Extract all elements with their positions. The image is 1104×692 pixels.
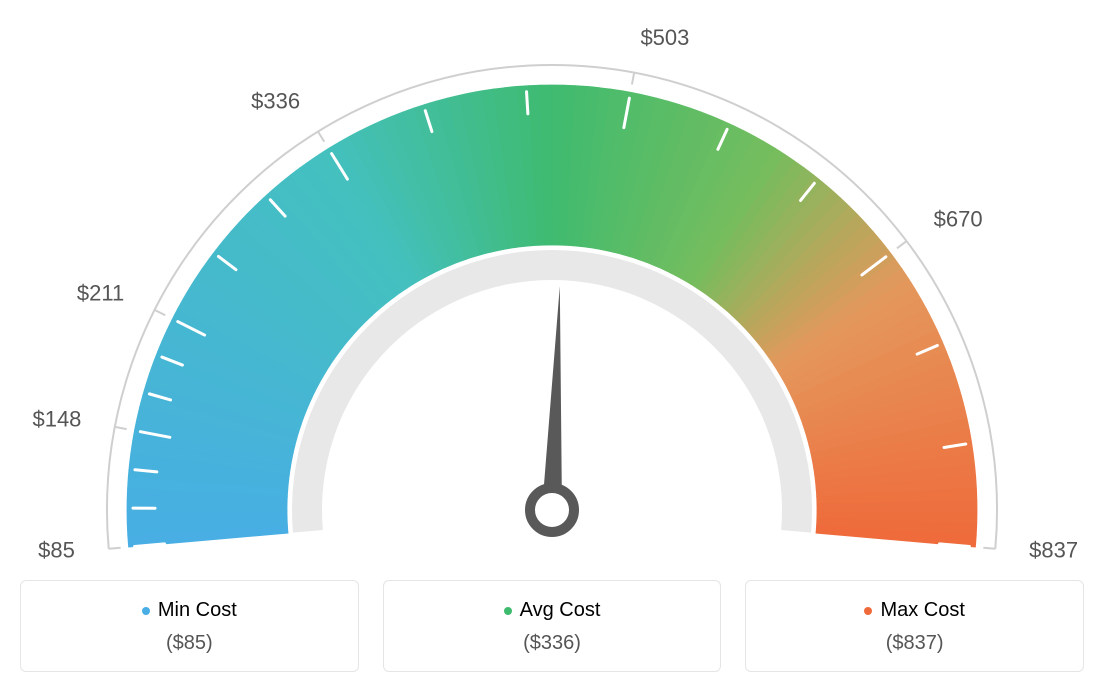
cost-gauge-chart: $85 $148 $211 $336 $503 $670 $837 Min Cost ($8…: [20, 20, 1084, 672]
legend-label-min: Min Cost: [142, 599, 237, 622]
legend-card-avg: Avg Cost ($336): [383, 580, 722, 672]
legend-row: Min Cost ($85) Avg Cost ($336) Max Cost …: [20, 580, 1084, 672]
tick-label: $837: [1029, 538, 1078, 560]
tick-label: $211: [77, 281, 124, 306]
legend-text-min: Min Cost: [158, 599, 237, 622]
legend-value-max: ($837): [756, 632, 1073, 655]
tick-label: $670: [934, 207, 983, 232]
legend-dot-avg: [504, 607, 512, 615]
legend-dot-min: [142, 607, 150, 615]
legend-card-max: Max Cost ($837): [745, 580, 1084, 672]
legend-value-avg: ($336): [394, 632, 711, 655]
tick-label: $336: [251, 89, 300, 114]
legend-value-min: ($85): [31, 632, 348, 655]
legend-dot-max: [864, 607, 872, 615]
gauge-area: $85 $148 $211 $336 $503 $670 $837: [20, 20, 1084, 560]
legend-label-avg: Avg Cost: [504, 599, 601, 622]
legend-label-max: Max Cost: [864, 599, 964, 622]
tick-label: $148: [32, 406, 81, 431]
legend-text-max: Max Cost: [880, 599, 964, 622]
legend-card-min: Min Cost ($85): [20, 580, 359, 672]
tick-label: $503: [640, 25, 689, 50]
legend-text-avg: Avg Cost: [520, 599, 601, 622]
tick-label: $85: [38, 538, 75, 560]
gauge-svg: $85 $148 $211 $336 $503 $670 $837: [20, 20, 1084, 560]
